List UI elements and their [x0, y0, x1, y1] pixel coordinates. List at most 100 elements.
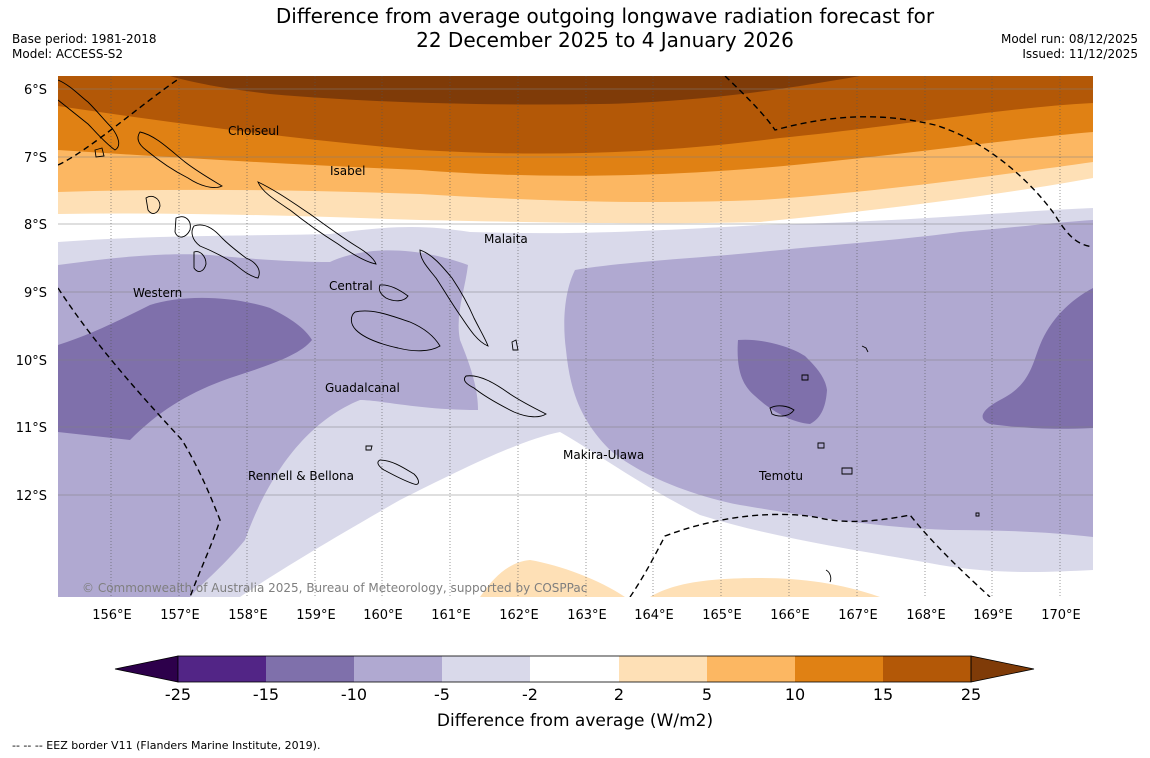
- colorbar-segment: [442, 656, 530, 682]
- colorbar-outline: [177, 655, 972, 683]
- colorbar-tick: 5: [702, 685, 712, 704]
- lon-label: 161°E: [431, 608, 471, 623]
- island-anuta: [975, 512, 980, 517]
- lat-label: 8°S: [24, 218, 47, 233]
- label-malaita: Malaita: [484, 232, 528, 246]
- issued-date: Issued: 11/12/2025: [1022, 47, 1138, 61]
- colorbar: -25 -15 -10 -5 -2 2 5 10 15 25 Differenc…: [114, 655, 1035, 731]
- lat-label: 6°S: [24, 83, 47, 98]
- colorbar-tick: 15: [873, 685, 893, 704]
- lon-labels: 156°E 157°E 158°E 159°E 160°E 161°E 162°…: [92, 608, 1081, 623]
- label-rennell-bellona: Rennell & Bellona: [248, 469, 354, 483]
- colorbar-over-arrow: [970, 655, 1035, 683]
- map-panel: Choiseul Isabel Malaita Western Central …: [58, 76, 1093, 597]
- colorbar-under-arrow: [114, 655, 179, 683]
- band-2-5-south-b: [650, 578, 880, 597]
- label-choiseul: Choiseul: [228, 124, 279, 138]
- band-minus10-minus15-east: [982, 288, 1093, 429]
- title-line-2: 22 December 2025 to 4 January 2026: [416, 28, 794, 52]
- title-line-1: Difference from average outgoing longwav…: [275, 4, 935, 28]
- lon-label: 168°E: [906, 608, 946, 623]
- island-bougainville: [58, 79, 120, 151]
- model-run: Model run: 08/12/2025: [1000, 32, 1138, 46]
- map-title: Difference from average outgoing longwav…: [0, 4, 1150, 52]
- lon-label: 159°E: [296, 608, 336, 623]
- colorbar-ticks: -25 -15 -10 -5 -2 2 5 10 15 25: [165, 685, 981, 704]
- island-makira: [463, 375, 547, 418]
- colorbar-tick: -5: [434, 685, 450, 704]
- colorbar-tick: 25: [961, 685, 981, 704]
- colorbar-tick: -15: [253, 685, 279, 704]
- lon-label: 162°E: [499, 608, 539, 623]
- band-minus10-minus15-temotu: [737, 339, 827, 424]
- colorbar-segment: [266, 656, 354, 682]
- lon-label: 167°E: [838, 608, 878, 623]
- colorbar-tick: -2: [522, 685, 538, 704]
- band-minus5-minus10-east: [564, 220, 1093, 537]
- colorbar-segment: [354, 656, 442, 682]
- lon-label: 160°E: [363, 608, 403, 623]
- island-rennell: [377, 459, 419, 485]
- colorbar-segment: [619, 656, 707, 682]
- colorbar-tick: 10: [785, 685, 805, 704]
- eez-note: -- -- -- EEZ border V11 (Flanders Marine…: [12, 739, 321, 752]
- lon-label: 157°E: [160, 608, 200, 623]
- label-temotu: Temotu: [758, 469, 803, 483]
- lat-label: 11°S: [16, 421, 47, 436]
- island-fatutaka: [825, 569, 832, 583]
- label-isabel: Isabel: [330, 164, 365, 178]
- island-tikopia: [841, 467, 853, 475]
- lon-label: 170°E: [1041, 608, 1081, 623]
- lon-label: 156°E: [92, 608, 132, 623]
- colorbar-segment: [707, 656, 795, 682]
- lon-label: 164°E: [634, 608, 674, 623]
- island-florida: [378, 284, 409, 302]
- meta-left: Base period: 1981-2018 Model: ACCESS-S2: [12, 32, 157, 62]
- lon-label: 169°E: [973, 608, 1013, 623]
- lat-gridlines: [58, 88, 1093, 496]
- lon-label: 163°E: [567, 608, 607, 623]
- island-malaita: [419, 249, 489, 347]
- band-minus10-minus15-west: [58, 297, 312, 440]
- model-name: Model: ACCESS-S2: [12, 47, 124, 61]
- island-isabel: [257, 181, 377, 265]
- island-duff: [861, 345, 869, 353]
- lon-label: 166°E: [770, 608, 810, 623]
- label-guadalcanal: Guadalcanal: [325, 381, 400, 395]
- colorbar-segment: [883, 656, 971, 682]
- colorbar-segment: [795, 656, 883, 682]
- lat-label: 7°S: [24, 151, 47, 166]
- label-central: Central: [329, 279, 373, 293]
- island-ulawa: [511, 339, 519, 351]
- island-vella-lavella: [145, 195, 161, 214]
- colorbar-label: Difference from average (W/m2): [437, 711, 713, 731]
- island-shortlands: [94, 147, 105, 158]
- band-over-25: [170, 76, 860, 105]
- colorbar-segment: [178, 656, 266, 682]
- meta-right: Model run: 08/12/2025 Issued: 11/12/2025: [1001, 32, 1138, 62]
- lon-label: 165°E: [702, 608, 742, 623]
- islands: [58, 79, 980, 583]
- colorbar-segment: [530, 656, 619, 682]
- lat-label: 12°S: [16, 489, 47, 504]
- lat-label: 10°S: [16, 354, 47, 369]
- island-reef-islands: [801, 374, 809, 381]
- lat-label: 9°S: [24, 286, 47, 301]
- island-choiseul: [137, 131, 223, 189]
- eez-borders: [58, 76, 1093, 597]
- island-new-georgia: [174, 216, 260, 279]
- lon-label: 158°E: [228, 608, 268, 623]
- lat-labels: 6°S 7°S 8°S 9°S 10°S 11°S 12°S: [16, 83, 47, 504]
- copyright: © Commonwealth of Australia 2025, Bureau…: [82, 581, 587, 595]
- island-bellona: [365, 445, 373, 451]
- colorbar-tick: 2: [614, 685, 624, 704]
- island-santa-cruz: [769, 405, 795, 417]
- colorbar-tick: -25: [165, 685, 191, 704]
- band-2-5-south-a: [480, 560, 625, 597]
- label-makira-ulawa: Makira-Ulawa: [563, 448, 644, 462]
- island-guadalcanal: [350, 310, 441, 352]
- label-western: Western: [133, 286, 182, 300]
- province-labels: Choiseul Isabel Malaita Western Central …: [133, 124, 803, 483]
- colorbar-tick: -10: [341, 685, 367, 704]
- island-rendova: [193, 251, 207, 272]
